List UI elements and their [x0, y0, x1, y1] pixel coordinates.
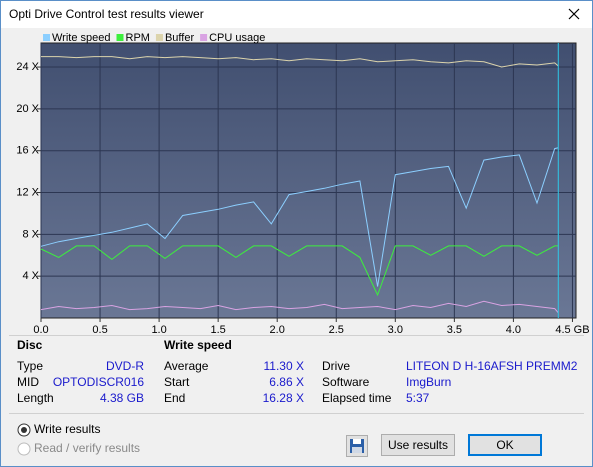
- radio-ring: [17, 442, 31, 456]
- radio-label: Write results: [34, 422, 101, 436]
- drive-value: LITEON D H-16AFSH PREMM2: [406, 359, 578, 373]
- write-speed-heading: Write speed: [164, 338, 232, 352]
- y-tick-label: 12 X: [16, 186, 39, 198]
- radio-label: Read / verify results: [34, 441, 141, 455]
- x-tick-label: 0.5: [92, 324, 107, 334]
- y-tick-label: 24 X: [16, 61, 39, 73]
- disc-value: 4.38 GB: [99, 391, 144, 405]
- x-tick-label: 0.0: [33, 324, 48, 334]
- y-tick-label: 16 X: [16, 145, 39, 157]
- window-title: Opti Drive Control test results viewer: [9, 7, 204, 21]
- drive-label: Elapsed time: [322, 391, 392, 405]
- plot-area: [40, 42, 577, 319]
- y-tick-label: 8 X: [22, 228, 39, 240]
- write-speed-label: Average: [164, 359, 209, 373]
- legend-label: Write speed: [52, 32, 111, 44]
- use-results-button[interactable]: Use results: [381, 434, 455, 456]
- x-tick-label: 2.0: [270, 324, 285, 334]
- x-tick-label: 4.5 GB: [555, 324, 589, 334]
- y-tick-label: 4 X: [22, 270, 39, 282]
- x-tick-label: 2.5: [329, 324, 344, 334]
- title-bar: Opti Drive Control test results viewer: [1, 1, 592, 28]
- y-tick-label: 20 X: [16, 103, 39, 115]
- legend-swatch: [200, 34, 208, 41]
- disc-heading: Disc: [17, 338, 43, 352]
- close-button[interactable]: [567, 7, 581, 21]
- legend-label: CPU usage: [209, 32, 265, 44]
- separator: [9, 335, 584, 336]
- ok-button[interactable]: OK: [468, 434, 542, 456]
- write-speed-value: 6.86 X: [269, 375, 304, 389]
- write-speed-value: 16.28 X: [262, 391, 304, 405]
- x-tick-label: 1.5: [211, 324, 226, 334]
- write-speed-label: End: [164, 391, 186, 405]
- radio-button: [17, 442, 31, 456]
- series-line: [40, 245, 559, 297]
- disc-label: Length: [17, 391, 54, 405]
- drive-label: Software: [322, 375, 370, 389]
- legend-swatch: [116, 34, 124, 41]
- series-line: [41, 56, 559, 68]
- legend-swatch: [155, 34, 163, 41]
- disc-value: OPTODISCR016: [52, 375, 144, 389]
- legend-label: Buffer: [165, 32, 194, 44]
- write-speed-label: Start: [164, 375, 190, 389]
- legend-label: RPM: [126, 32, 150, 44]
- disc-value: DVD-R: [106, 359, 144, 373]
- save-button[interactable]: [346, 435, 368, 457]
- drive-label: Drive: [322, 359, 351, 373]
- x-tick-label: 3.5: [447, 324, 462, 334]
- series-line: [40, 147, 559, 287]
- series-line: [40, 300, 559, 314]
- separator: [9, 413, 584, 414]
- x-tick-label: 4.0: [506, 324, 521, 334]
- x-tick-label: 3.0: [388, 324, 403, 334]
- drive-value: ImgBurn: [406, 375, 452, 389]
- x-tick-label: 1.0: [151, 324, 166, 334]
- write-speed-value: 11.30 X: [263, 359, 304, 373]
- disc-label: Type: [17, 359, 44, 373]
- drive-value: 5:37: [406, 391, 430, 405]
- radio-dot: [21, 427, 27, 433]
- radio-button[interactable]: [17, 423, 31, 437]
- legend-swatch: [43, 34, 50, 41]
- disc-label: MID: [17, 375, 39, 389]
- chart: 4 X 8 X 12 X 16 X 20 X 24 X 0.0 0.5 1.0 1.5 2.0 2.5…: [5, 28, 590, 334]
